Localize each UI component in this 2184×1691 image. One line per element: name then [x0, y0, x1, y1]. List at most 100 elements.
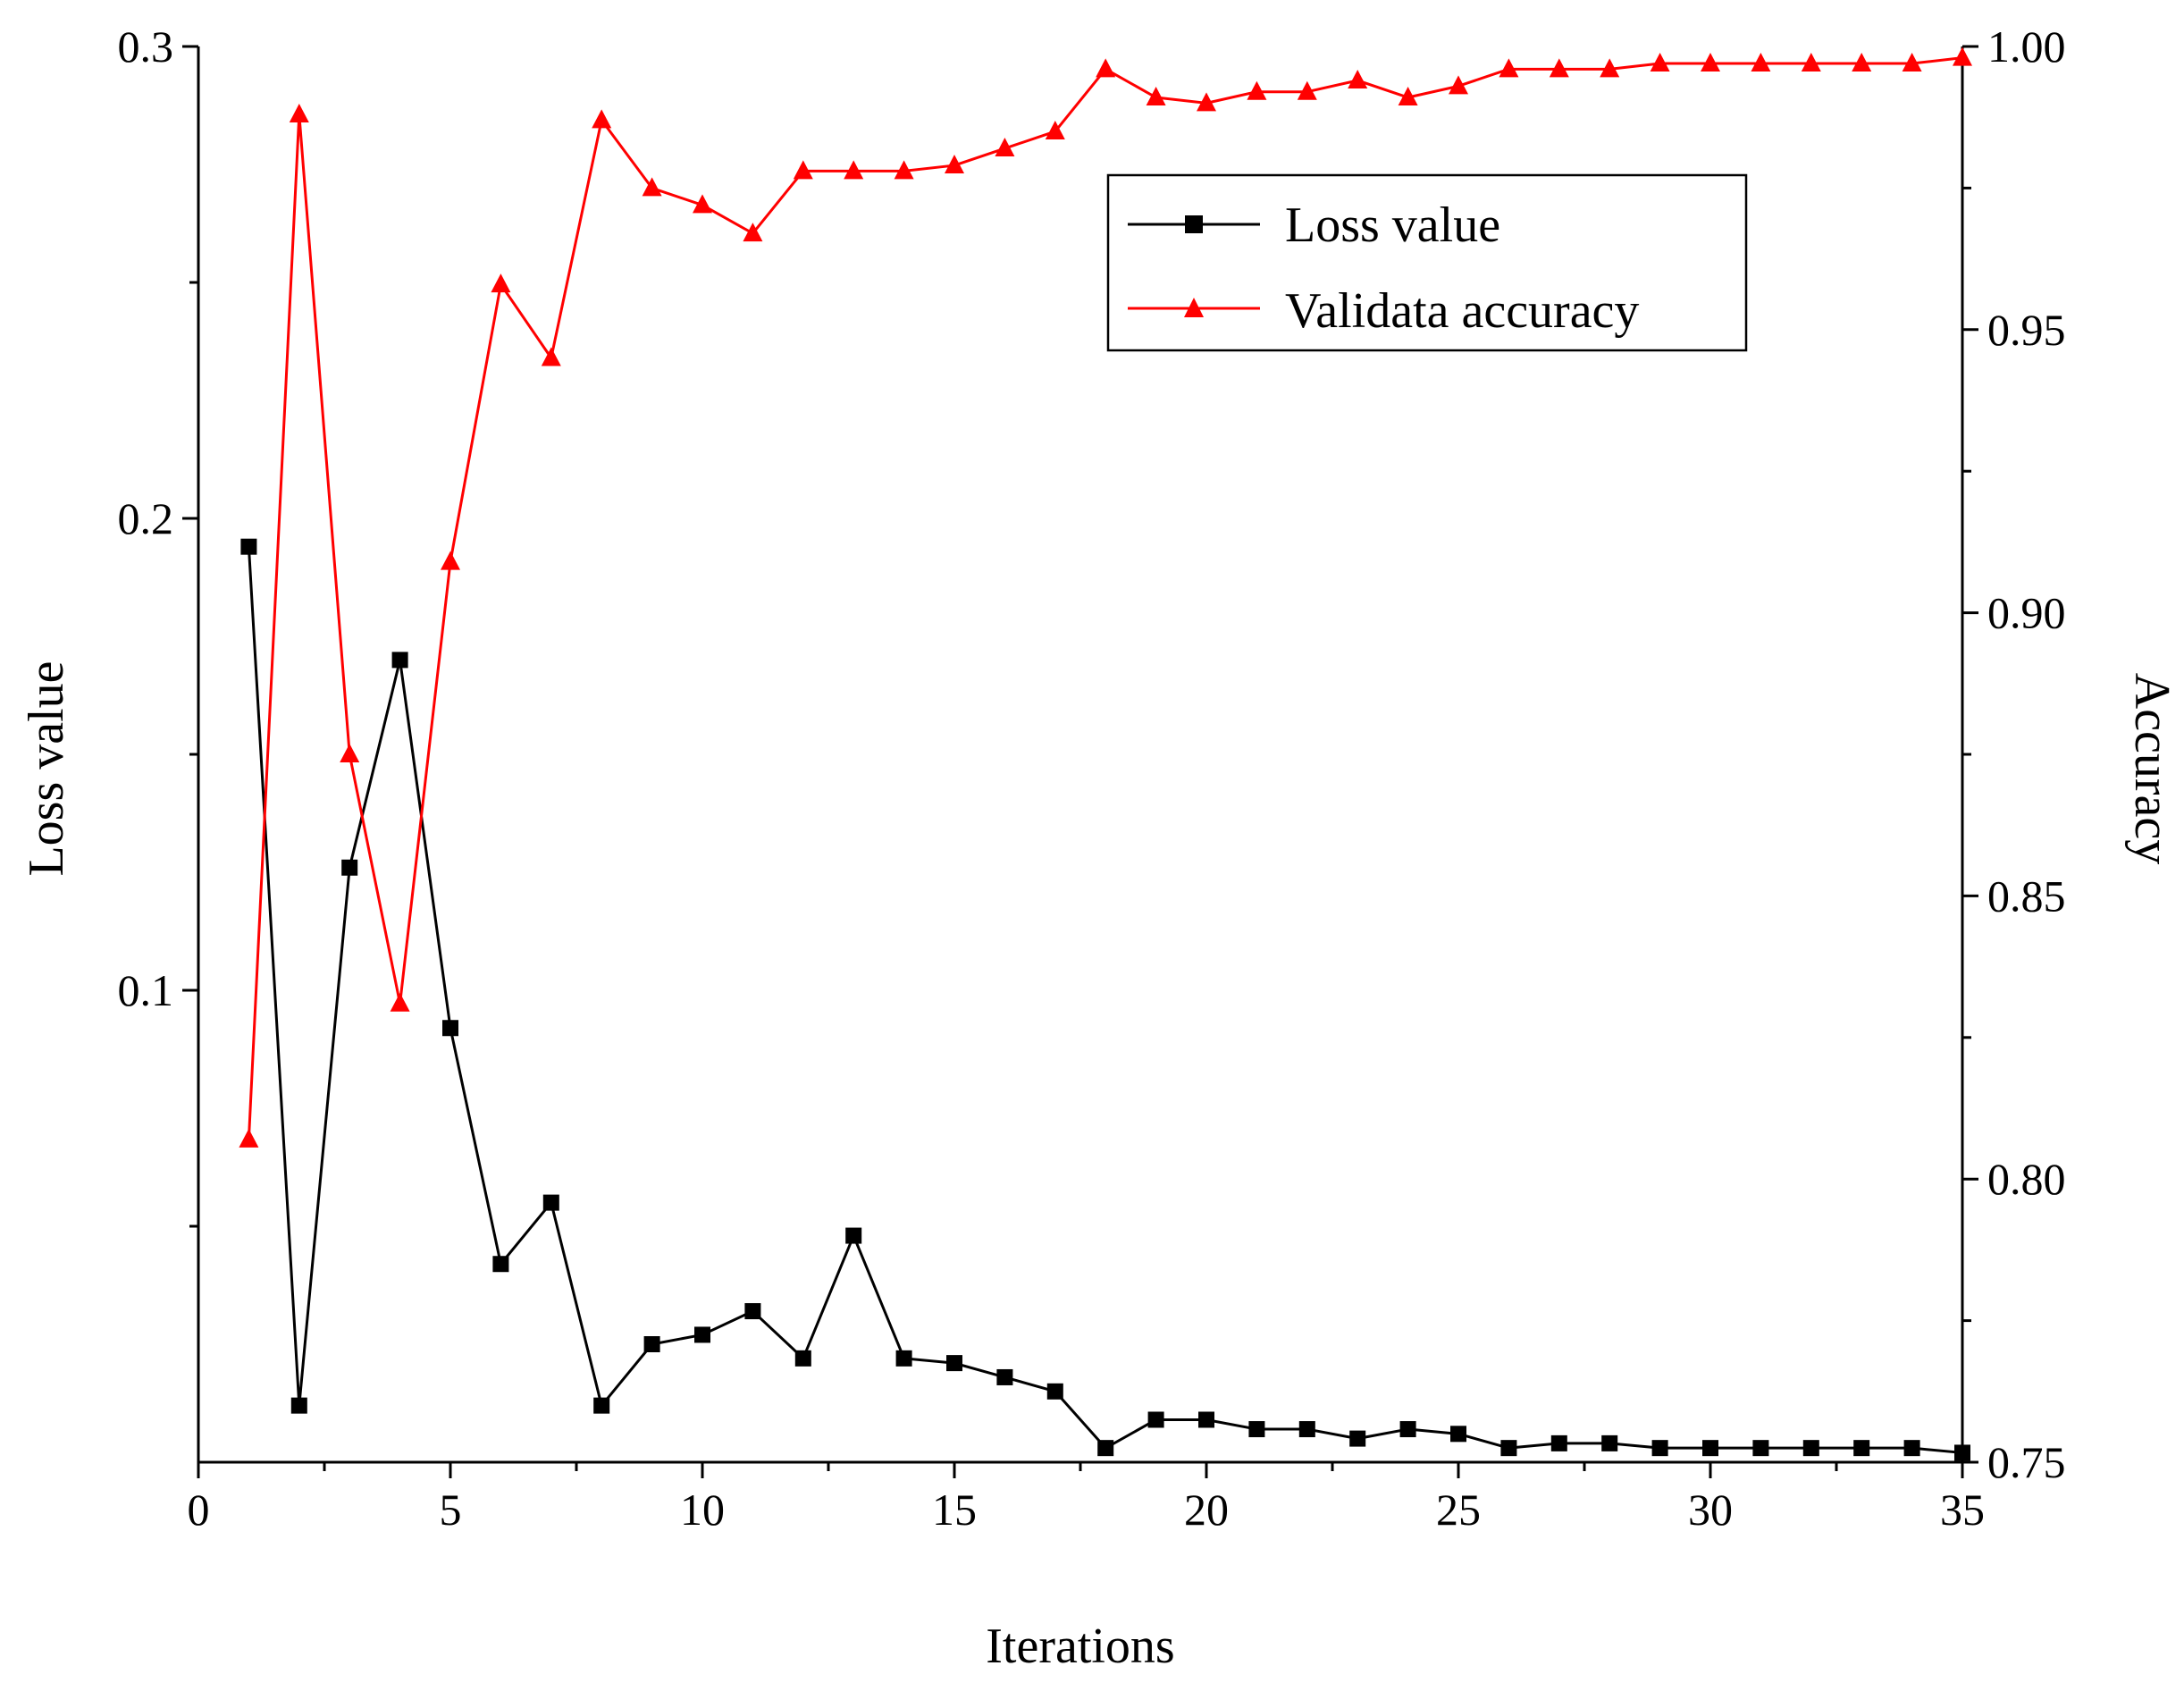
series-line-loss — [247, 546, 1963, 1454]
data-point-accuracy — [1600, 58, 1620, 78]
legend: Loss value Validata accuracy — [1106, 173, 1748, 352]
data-point-accuracy — [541, 347, 561, 366]
data-point-loss — [593, 1397, 610, 1414]
data-point-accuracy — [743, 223, 763, 242]
data-point-loss — [1651, 1440, 1668, 1457]
x-tick-label: 35 — [1940, 1485, 1985, 1535]
data-point-accuracy — [1953, 46, 1972, 66]
data-point-loss — [391, 652, 408, 669]
data-point-loss — [996, 1368, 1013, 1385]
axes: 0 5 10 15 20 25 30 35 0.1 0.2 0.3 0.75 0.80 0.85 0.90 0… — [118, 21, 2066, 1535]
data-point-accuracy — [642, 177, 662, 197]
data-point-loss — [1399, 1421, 1416, 1438]
data-point-loss — [442, 1020, 458, 1037]
series-layer — [239, 46, 1972, 1461]
data-point-loss — [845, 1227, 862, 1244]
data-point-loss — [1450, 1426, 1466, 1443]
data-point-accuracy — [340, 744, 360, 762]
data-point-loss — [542, 1194, 559, 1211]
data-point-accuracy — [1348, 70, 1368, 89]
legend-label-loss: Loss value — [1285, 198, 1500, 253]
data-point-loss — [1349, 1430, 1366, 1447]
data-point-loss — [794, 1350, 811, 1367]
data-point-loss — [1903, 1440, 1920, 1457]
data-point-accuracy — [1045, 121, 1065, 140]
data-point-loss — [694, 1326, 710, 1343]
y-axis-title-left: Loss value — [19, 660, 74, 876]
x-tick-label: 25 — [1436, 1485, 1481, 1535]
data-point-accuracy — [1549, 58, 1569, 78]
data-point-accuracy — [289, 104, 309, 123]
data-point-loss — [895, 1350, 912, 1367]
data-point-accuracy — [1902, 53, 1922, 72]
data-point-accuracy — [1146, 87, 1166, 106]
x-tick-label: 0 — [188, 1485, 210, 1535]
data-point-accuracy — [1197, 92, 1216, 112]
data-point-loss — [1853, 1440, 1870, 1457]
y-right-tick-label: 0.75 — [1987, 1437, 2066, 1487]
data-point-accuracy — [390, 992, 410, 1012]
data-point-accuracy — [1398, 87, 1418, 106]
y-right-tick-label: 0.85 — [1987, 871, 2066, 921]
y-right-tick-label: 0.95 — [1987, 305, 2066, 355]
data-point-loss — [290, 1397, 307, 1414]
data-point-loss — [1198, 1411, 1214, 1428]
data-point-loss — [1802, 1440, 1819, 1457]
data-point-loss — [1147, 1411, 1164, 1428]
data-point-loss — [946, 1355, 962, 1372]
y-left-tick-label: 0.1 — [118, 965, 174, 1015]
data-point-loss — [1298, 1421, 1315, 1438]
legend-marker-loss — [1185, 215, 1203, 233]
y-right-tick-label: 0.90 — [1987, 588, 2066, 638]
legend-marker-accuracy — [1184, 298, 1204, 317]
data-point-accuracy — [1650, 53, 1670, 72]
data-point-loss — [1752, 1440, 1769, 1457]
data-point-accuracy — [844, 160, 864, 180]
data-point-accuracy — [894, 160, 914, 180]
data-point-loss — [1954, 1444, 1970, 1461]
data-point-accuracy — [1297, 80, 1317, 100]
legend-label-accuracy: Validata accuracy — [1285, 283, 1639, 339]
data-point-accuracy — [1096, 58, 1116, 78]
data-point-accuracy — [693, 194, 712, 214]
data-point-accuracy — [1751, 53, 1771, 72]
data-point-loss — [1500, 1440, 1517, 1457]
y-axis-title-right: Accuracy — [2124, 673, 2180, 865]
data-point-loss — [1046, 1383, 1063, 1400]
data-point-loss — [240, 538, 257, 555]
data-point-accuracy — [239, 1128, 259, 1148]
y-right-tick-label: 1.00 — [1987, 21, 2066, 72]
data-point-loss — [341, 859, 358, 876]
data-point-accuracy — [1499, 58, 1519, 78]
data-point-loss — [744, 1303, 761, 1320]
data-point-loss — [1702, 1440, 1718, 1457]
data-point-accuracy — [945, 155, 964, 174]
data-point-loss — [1550, 1434, 1567, 1451]
x-tick-label: 30 — [1688, 1485, 1733, 1535]
data-point-loss — [1097, 1440, 1114, 1457]
legend-box — [1106, 173, 1748, 352]
data-point-accuracy — [491, 273, 511, 293]
y-right-tick-label: 0.80 — [1987, 1154, 2066, 1204]
x-tick-label: 20 — [1184, 1485, 1229, 1535]
data-point-accuracy — [793, 160, 813, 180]
data-point-accuracy — [1247, 80, 1267, 100]
data-point-loss — [643, 1336, 660, 1352]
data-point-accuracy — [1701, 53, 1720, 72]
data-point-loss — [1601, 1434, 1618, 1451]
x-tick-label: 10 — [680, 1485, 725, 1535]
data-point-accuracy — [1449, 75, 1468, 95]
x-tick-label: 15 — [932, 1485, 977, 1535]
data-point-loss — [492, 1256, 509, 1273]
data-point-accuracy — [1801, 53, 1821, 72]
x-axis-title: Iterations — [986, 1619, 1174, 1674]
data-point-accuracy — [995, 138, 1015, 157]
data-point-accuracy — [592, 109, 612, 129]
y-left-tick-label: 0.3 — [118, 21, 174, 72]
y-left-tick-label: 0.2 — [118, 493, 174, 543]
x-tick-label: 5 — [440, 1485, 462, 1535]
data-point-accuracy — [441, 551, 460, 570]
data-point-loss — [1248, 1421, 1265, 1438]
